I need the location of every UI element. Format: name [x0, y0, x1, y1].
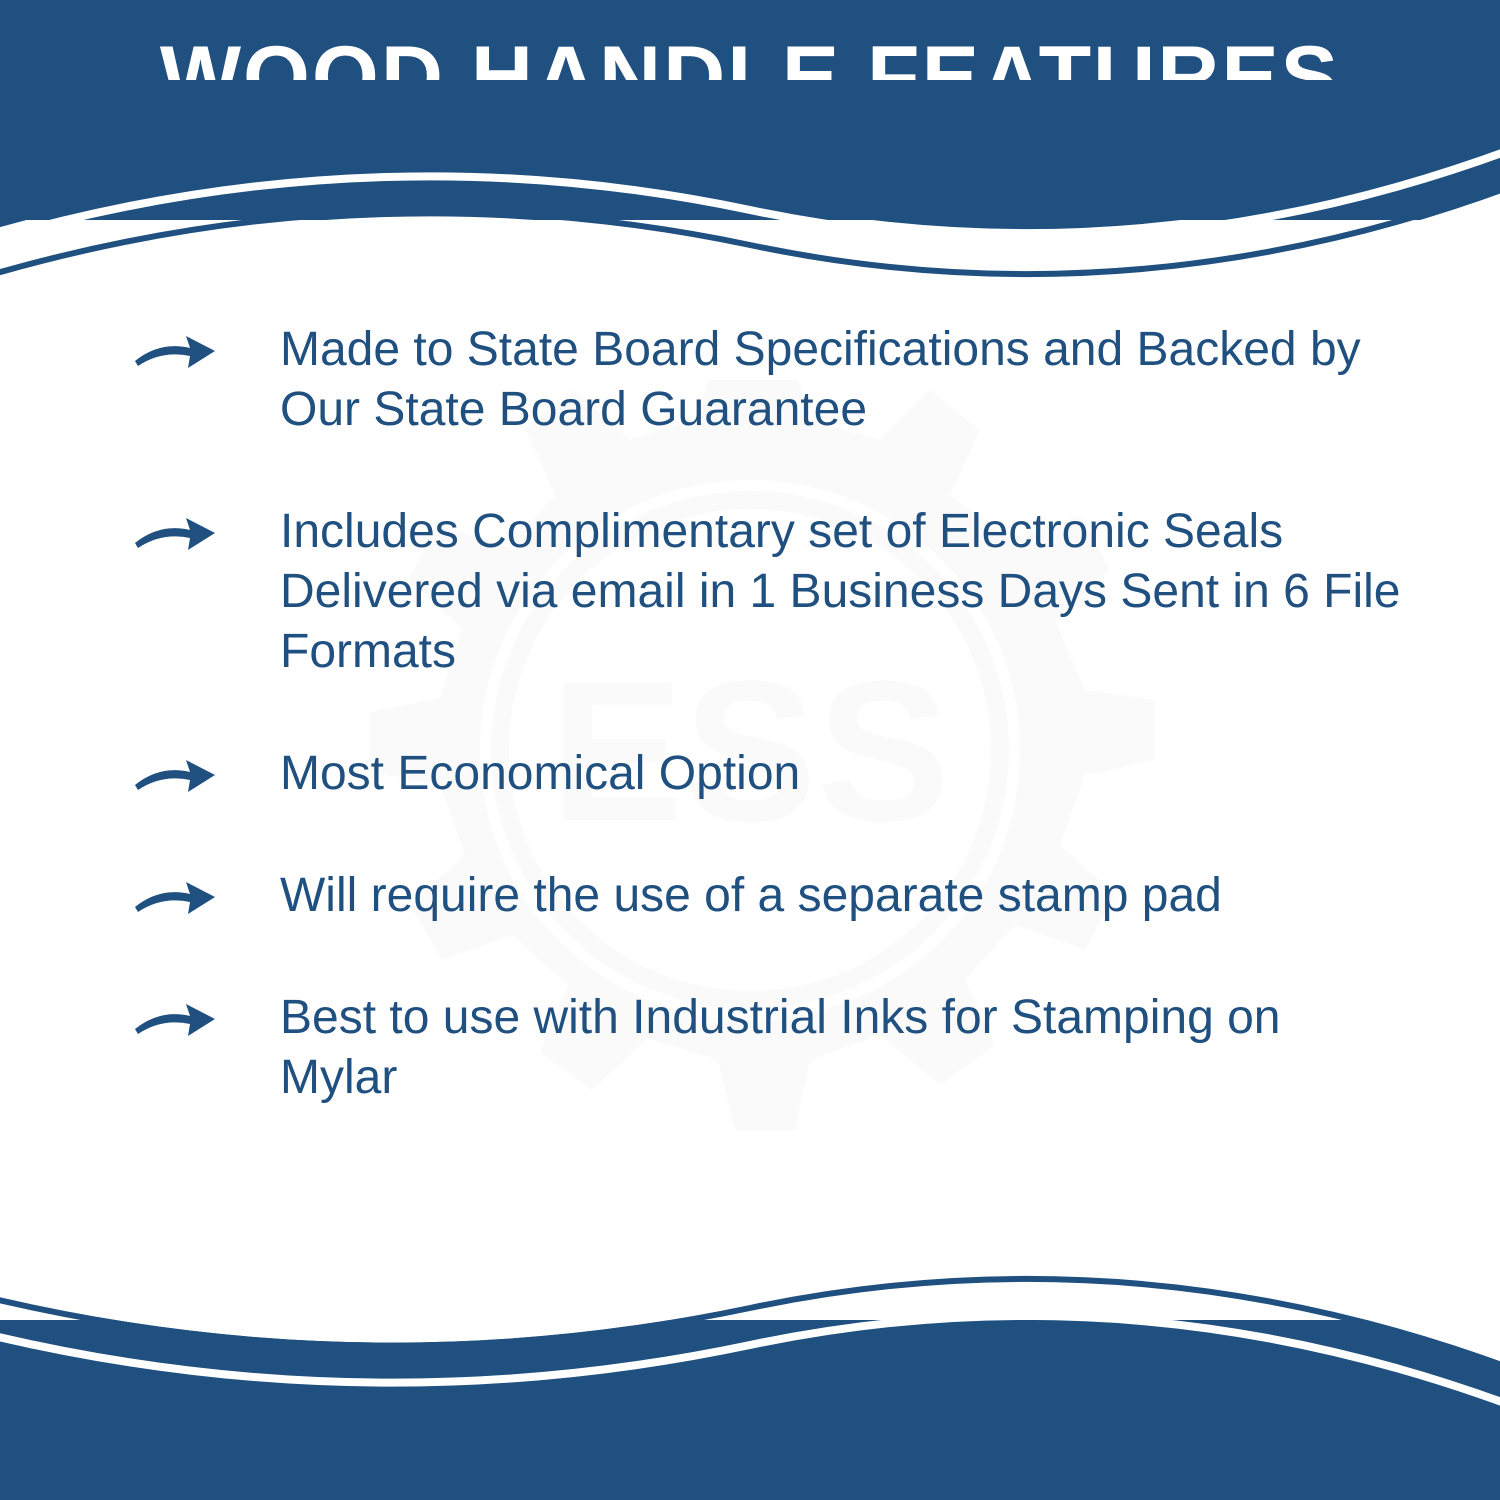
feature-text: Best to use with Industrial Inks for Sta… — [280, 988, 1410, 1108]
footer-banner — [0, 1320, 1500, 1500]
arrow-icon — [130, 872, 220, 922]
feature-list: Made to State Board Specifications and B… — [130, 320, 1410, 1170]
header-banner: WOOD HANDLE FEATURES — [0, 0, 1500, 220]
feature-text: Includes Complimentary set of Electronic… — [280, 502, 1410, 682]
arrow-icon — [130, 508, 220, 558]
arrow-icon — [130, 750, 220, 800]
feature-item: Best to use with Industrial Inks for Sta… — [130, 988, 1410, 1108]
feature-text: Made to State Board Specifications and B… — [280, 320, 1410, 440]
feature-item: Made to State Board Specifications and B… — [130, 320, 1410, 440]
arrow-icon — [130, 994, 220, 1044]
infographic-container: WOOD HANDLE FEATURES ESS Made to State B… — [0, 0, 1500, 1500]
arrow-icon — [130, 326, 220, 376]
feature-item: Will require the use of a separate stamp… — [130, 866, 1410, 926]
page-title: WOOD HANDLE FEATURES — [0, 0, 1500, 127]
feature-item: Most Economical Option — [130, 744, 1410, 804]
feature-item: Includes Complimentary set of Electronic… — [130, 502, 1410, 682]
feature-text: Most Economical Option — [280, 744, 800, 804]
feature-text: Will require the use of a separate stamp… — [280, 866, 1222, 926]
